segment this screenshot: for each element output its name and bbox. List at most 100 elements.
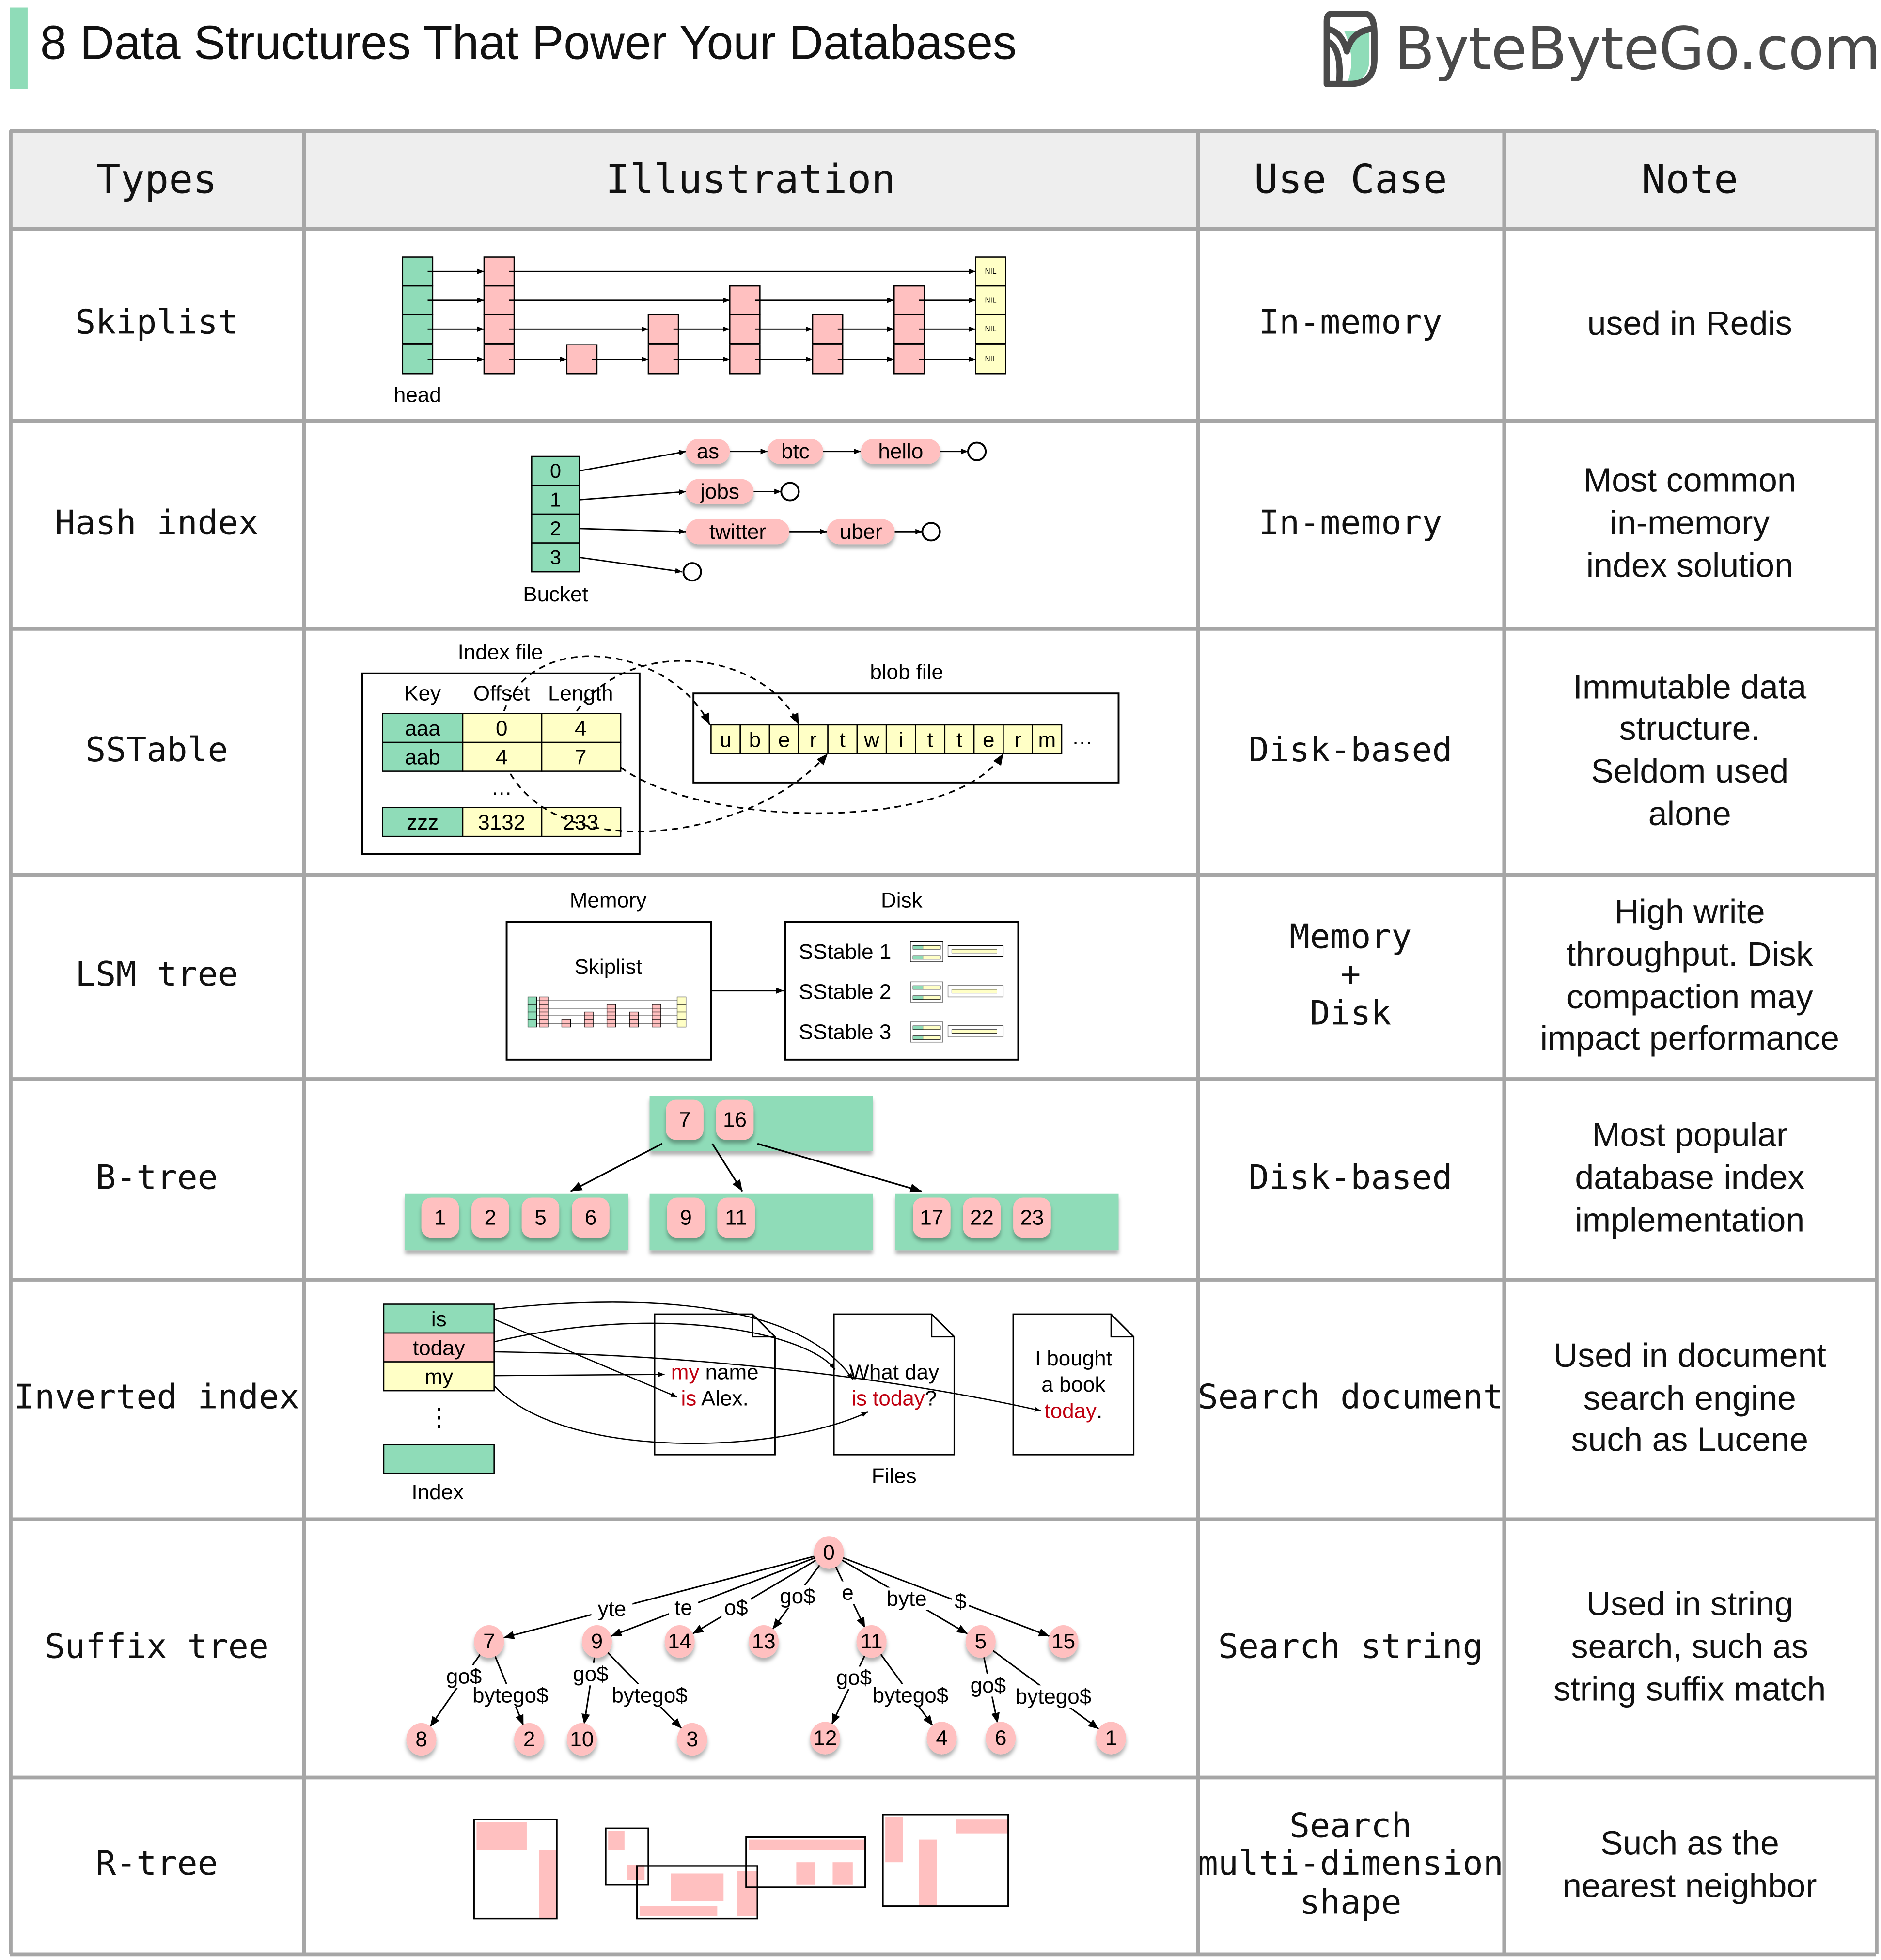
edge-label: o$: [724, 1596, 748, 1619]
use-case-cell: In-memory: [1258, 304, 1442, 343]
mini-skiplist-cell: [527, 1011, 537, 1020]
rtree-bounding-box: [636, 1865, 758, 1920]
hash-entry-pill: [686, 519, 790, 545]
rtree-diagram: [473, 1814, 1009, 1920]
posting-arrow: [494, 1301, 853, 1380]
edge-label: yte: [598, 1597, 627, 1621]
document-line: a book: [1041, 1373, 1106, 1396]
blob-char-cell: [973, 724, 1004, 754]
mini-skiplist-cell: [527, 1004, 537, 1013]
btree-key-value: 1: [434, 1206, 446, 1229]
mini-index-cell: [923, 955, 941, 960]
blob-char: b: [749, 728, 761, 752]
btree-key: [913, 1197, 951, 1238]
edge-label-bg: [777, 1585, 818, 1608]
edge-label: go$: [971, 1674, 1006, 1697]
blob-char: i: [898, 728, 903, 752]
highlighted-term: is: [681, 1386, 696, 1410]
grid-line-vertical: [301, 130, 306, 1954]
header-row-bg: [10, 130, 1876, 229]
btree-child-pointer: [711, 1143, 743, 1192]
use-case-cell: Search string: [1218, 1627, 1483, 1667]
suffix-node-label: 2: [523, 1727, 535, 1751]
suffix-node: [677, 1723, 707, 1756]
mini-index-cell: [912, 985, 924, 990]
edge-label: byte: [887, 1587, 927, 1611]
blob-char-cell: [710, 724, 741, 754]
edge-label: $: [955, 1589, 966, 1613]
index-cell-value: 0: [496, 717, 507, 740]
grid-line-horizontal: [10, 128, 1876, 133]
edge-label-bg: [839, 1581, 857, 1604]
edge-label: bytego$: [611, 1683, 688, 1707]
bucket-number: 3: [550, 546, 561, 568]
mini-skiplist-cell: [527, 996, 537, 1005]
suffix-node: [566, 1723, 597, 1756]
document-text: a book: [1041, 1373, 1106, 1396]
suffix-node-label: 10: [570, 1727, 594, 1751]
grid-line-horizontal: [10, 1952, 1876, 1956]
mini-skiplist-cell: [676, 1004, 687, 1013]
note-cell: Such as the nearest neighbor: [1563, 1824, 1817, 1904]
posting-arrow: [494, 1318, 678, 1398]
grid-line-horizontal: [10, 226, 1876, 230]
posting-arrow: [494, 1322, 836, 1370]
bucket-cell: [531, 542, 580, 573]
btree-key: [717, 1197, 755, 1238]
suffix-node: [664, 1625, 695, 1658]
suffix-node-label: 13: [752, 1630, 776, 1653]
mini-index-cell: [923, 995, 941, 1000]
use-case-cell: Disk-based: [1248, 1158, 1453, 1198]
mini-index-cell: [912, 1025, 924, 1030]
nil-label: NIL: [985, 296, 997, 304]
hash-entry-pill: [767, 439, 824, 464]
mini-sstable-icon: [910, 981, 1004, 1003]
type-cell: LSM tree: [75, 956, 238, 995]
blob-char: t: [927, 728, 933, 752]
posting-arrow: [494, 1372, 665, 1377]
blob-char-cell: [915, 724, 946, 754]
grid-line-vertical: [1502, 130, 1505, 1954]
index-term-cell: [383, 1444, 495, 1474]
blob-file-label: blob file: [870, 660, 943, 684]
blob-char: t: [840, 728, 846, 752]
document-line: What day: [849, 1360, 939, 1384]
mini-sstable-icon: [910, 1021, 1004, 1043]
btree-key-value: 9: [680, 1206, 691, 1229]
index-cell: [541, 741, 622, 772]
btree-key-value: 17: [920, 1206, 943, 1229]
column-header-illustration: Illustration: [605, 155, 896, 204]
bucket-label: Bucket: [523, 582, 588, 606]
suffix-node-label: 0: [823, 1540, 834, 1564]
suffix-node-label: 3: [686, 1727, 698, 1751]
edge-label-bg: [570, 1662, 611, 1686]
mini-blob-cells: [951, 989, 997, 994]
edge-label-bg: [1008, 1685, 1098, 1708]
rtree-bounding-box: [745, 1836, 866, 1888]
btree-key: [521, 1197, 560, 1238]
rtree-entry: [832, 1862, 853, 1885]
index-ellipsis: …: [491, 776, 512, 800]
page-title: 8 Data Structures That Power Your Databa…: [40, 17, 1017, 70]
lsm-tree-diagram: Memory Disk Skiplist SStable 1 SStable 2 SSta…: [505, 889, 1019, 1061]
mini-skiplist-cell: [527, 1019, 537, 1028]
edge-label-bg: [865, 1684, 956, 1707]
edge-label: te: [674, 1596, 692, 1619]
index-cell-value: 4: [496, 746, 507, 769]
hash-entry-pill: [827, 519, 895, 545]
blob-char: e: [778, 728, 790, 752]
document-text: Alex.: [696, 1386, 749, 1410]
btree-key-value: 5: [534, 1206, 546, 1229]
offset-pointer: [503, 655, 711, 725]
index-term: is: [431, 1307, 447, 1331]
suffix-node-label: 6: [995, 1726, 1006, 1750]
btree-key: [1013, 1197, 1051, 1238]
hash-entry-key: jobs: [699, 480, 739, 503]
index-cell: [382, 713, 464, 743]
bucket-pointer-arrow: [579, 489, 686, 501]
document-fold: [1110, 1314, 1134, 1338]
suffix-node-label: 5: [975, 1630, 987, 1653]
use-case-cell: Memory + Disk: [1289, 918, 1412, 1033]
index-cell: [462, 741, 543, 772]
